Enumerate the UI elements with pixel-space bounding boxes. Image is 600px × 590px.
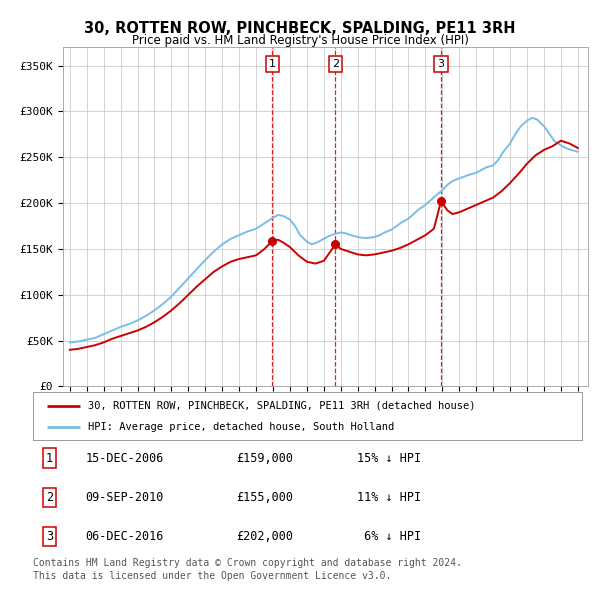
Text: £202,000: £202,000 xyxy=(236,530,293,543)
Text: 3: 3 xyxy=(46,530,53,543)
Text: Price paid vs. HM Land Registry's House Price Index (HPI): Price paid vs. HM Land Registry's House … xyxy=(131,34,469,47)
Text: 6% ↓ HPI: 6% ↓ HPI xyxy=(357,530,421,543)
Text: £155,000: £155,000 xyxy=(236,491,293,504)
Text: 1: 1 xyxy=(46,451,53,465)
Text: 11% ↓ HPI: 11% ↓ HPI xyxy=(357,491,421,504)
Text: This data is licensed under the Open Government Licence v3.0.: This data is licensed under the Open Gov… xyxy=(33,571,391,581)
Text: HPI: Average price, detached house, South Holland: HPI: Average price, detached house, Sout… xyxy=(88,422,394,432)
Text: 09-SEP-2010: 09-SEP-2010 xyxy=(85,491,164,504)
Text: 1: 1 xyxy=(269,58,276,68)
Text: 3: 3 xyxy=(437,58,445,68)
Text: Contains HM Land Registry data © Crown copyright and database right 2024.: Contains HM Land Registry data © Crown c… xyxy=(33,558,462,568)
Text: 2: 2 xyxy=(46,491,53,504)
Text: 15-DEC-2006: 15-DEC-2006 xyxy=(85,451,164,465)
Text: 30, ROTTEN ROW, PINCHBECK, SPALDING, PE11 3RH (detached house): 30, ROTTEN ROW, PINCHBECK, SPALDING, PE1… xyxy=(88,401,475,411)
Text: 06-DEC-2016: 06-DEC-2016 xyxy=(85,530,164,543)
Text: 15% ↓ HPI: 15% ↓ HPI xyxy=(357,451,421,465)
Text: 2: 2 xyxy=(332,58,339,68)
Text: £159,000: £159,000 xyxy=(236,451,293,465)
Text: 30, ROTTEN ROW, PINCHBECK, SPALDING, PE11 3RH: 30, ROTTEN ROW, PINCHBECK, SPALDING, PE1… xyxy=(84,21,516,35)
